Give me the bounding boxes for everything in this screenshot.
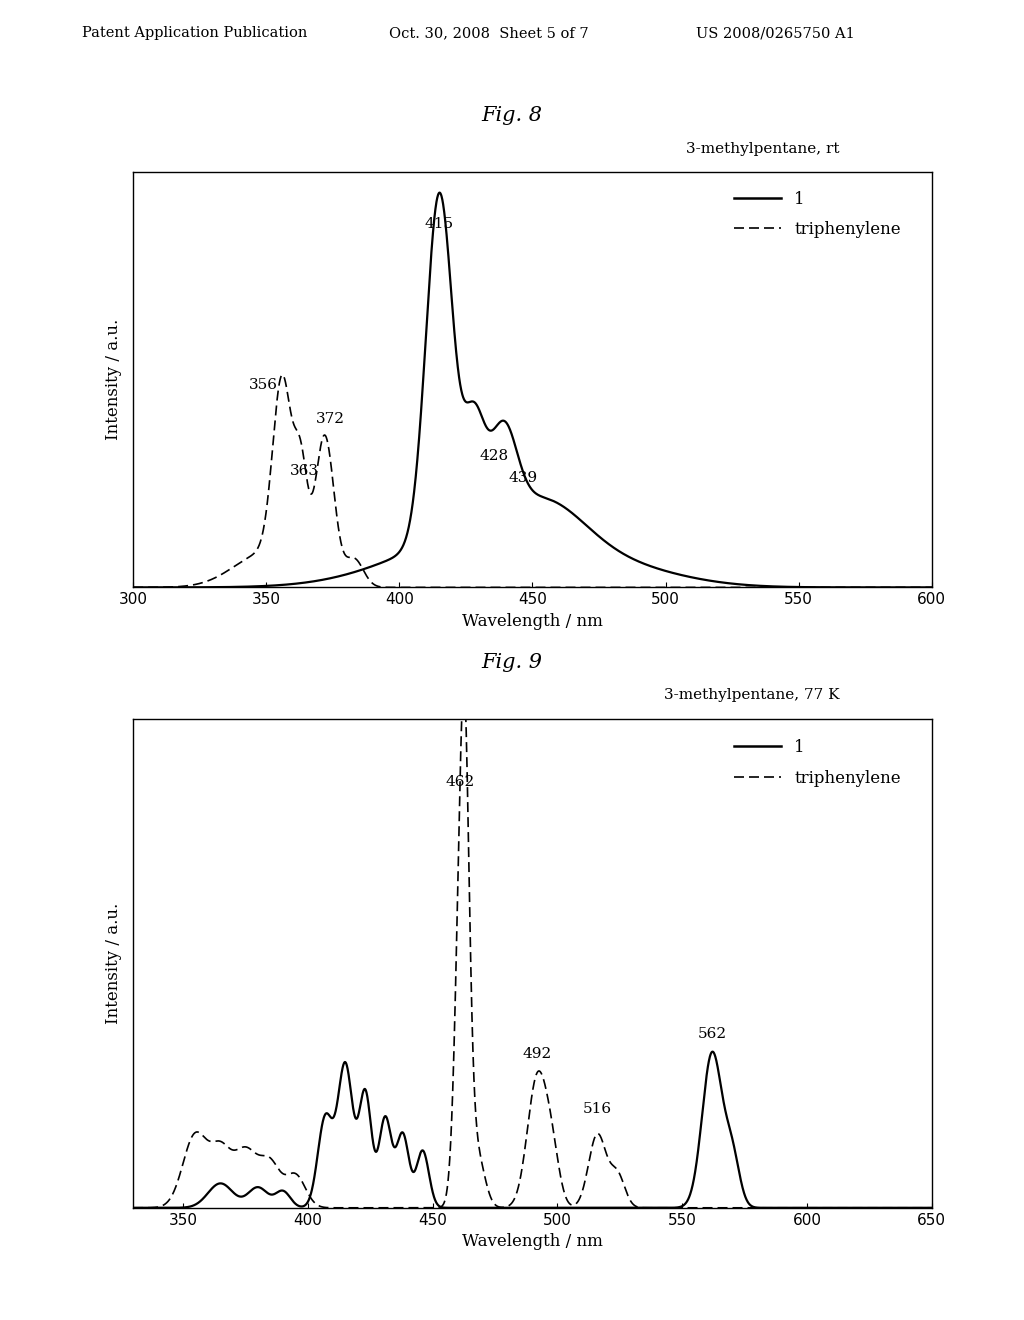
Text: 428: 428 [479,449,508,462]
Text: 439: 439 [509,471,538,486]
X-axis label: Wavelength / nm: Wavelength / nm [462,612,603,630]
Text: 516: 516 [583,1102,612,1117]
Text: 356: 356 [249,378,279,392]
Text: US 2008/0265750 A1: US 2008/0265750 A1 [696,26,855,41]
Legend: 1, triphenylene: 1, triphenylene [728,183,907,244]
Text: Fig. 9: Fig. 9 [481,653,543,672]
Y-axis label: Intensity / a.u.: Intensity / a.u. [105,319,122,440]
Text: 372: 372 [315,412,345,426]
Text: 3-methylpentane, rt: 3-methylpentane, rt [686,141,840,156]
Text: 363: 363 [290,465,319,478]
Text: 492: 492 [523,1047,552,1061]
X-axis label: Wavelength / nm: Wavelength / nm [462,1233,603,1250]
Y-axis label: Intensity / a.u.: Intensity / a.u. [105,903,122,1024]
Text: 3-methylpentane, 77 K: 3-methylpentane, 77 K [665,688,840,702]
Text: Fig. 8: Fig. 8 [481,106,543,124]
Text: Oct. 30, 2008  Sheet 5 of 7: Oct. 30, 2008 Sheet 5 of 7 [389,26,589,41]
Text: 562: 562 [697,1027,727,1041]
Text: 415: 415 [425,216,454,231]
Text: 462: 462 [445,775,475,788]
Legend: 1, triphenylene: 1, triphenylene [728,733,907,793]
Text: Patent Application Publication: Patent Application Publication [82,26,307,41]
